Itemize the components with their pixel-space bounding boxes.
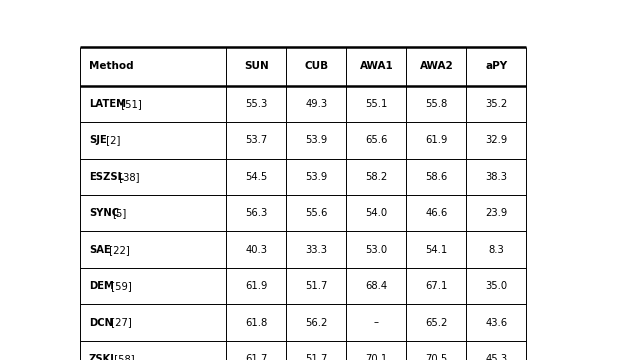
Text: 68.4: 68.4 — [365, 281, 387, 291]
Text: 8.3: 8.3 — [488, 245, 504, 255]
Text: SJE: SJE — [89, 135, 107, 145]
Text: –: – — [374, 318, 379, 328]
Text: 54.5: 54.5 — [245, 172, 268, 182]
Text: [59]: [59] — [108, 281, 132, 291]
Text: 61.8: 61.8 — [245, 318, 268, 328]
Text: 43.6: 43.6 — [485, 318, 508, 328]
Text: aPY: aPY — [485, 62, 508, 72]
Text: LATEM: LATEM — [89, 99, 126, 109]
Text: 65.2: 65.2 — [425, 318, 447, 328]
Text: 51.7: 51.7 — [305, 354, 328, 360]
Text: 33.3: 33.3 — [305, 245, 327, 255]
Text: AWA2: AWA2 — [419, 62, 453, 72]
Text: SYNC: SYNC — [89, 208, 119, 218]
Text: 65.6: 65.6 — [365, 135, 388, 145]
Text: 32.9: 32.9 — [485, 135, 508, 145]
Text: 40.3: 40.3 — [245, 245, 268, 255]
Text: DEM: DEM — [89, 281, 114, 291]
Text: 61.9: 61.9 — [425, 135, 447, 145]
Text: ZSKL: ZSKL — [89, 354, 118, 360]
Text: 45.3: 45.3 — [485, 354, 508, 360]
Text: CUB: CUB — [304, 62, 328, 72]
Text: 49.3: 49.3 — [305, 99, 328, 109]
Text: 23.9: 23.9 — [485, 208, 508, 218]
Text: 67.1: 67.1 — [425, 281, 447, 291]
Text: SAE: SAE — [89, 245, 111, 255]
Text: 58.6: 58.6 — [425, 172, 447, 182]
Text: [38]: [38] — [116, 172, 140, 182]
Text: [2]: [2] — [102, 135, 120, 145]
Text: SUN: SUN — [244, 62, 269, 72]
Text: 35.2: 35.2 — [485, 99, 508, 109]
Text: 56.2: 56.2 — [305, 318, 328, 328]
Text: 61.7: 61.7 — [245, 354, 268, 360]
Text: 54.1: 54.1 — [425, 245, 447, 255]
Text: 61.9: 61.9 — [245, 281, 268, 291]
Text: 53.9: 53.9 — [305, 172, 328, 182]
Text: 53.7: 53.7 — [245, 135, 268, 145]
Text: DCN: DCN — [89, 318, 113, 328]
Text: ESZSL: ESZSL — [89, 172, 124, 182]
Text: 70.5: 70.5 — [425, 354, 447, 360]
Text: AWA1: AWA1 — [360, 62, 393, 72]
Text: [22]: [22] — [106, 245, 129, 255]
Text: 38.3: 38.3 — [485, 172, 508, 182]
Text: 55.6: 55.6 — [305, 208, 328, 218]
Text: 51.7: 51.7 — [305, 281, 328, 291]
Text: 55.3: 55.3 — [245, 99, 268, 109]
Text: 53.0: 53.0 — [365, 245, 387, 255]
Text: [27]: [27] — [108, 318, 131, 328]
Text: 55.8: 55.8 — [425, 99, 447, 109]
Text: 58.2: 58.2 — [365, 172, 387, 182]
Text: Method: Method — [89, 62, 134, 72]
Text: [5]: [5] — [112, 208, 127, 218]
Text: 46.6: 46.6 — [425, 208, 447, 218]
Text: 55.1: 55.1 — [365, 99, 388, 109]
Text: 54.0: 54.0 — [365, 208, 387, 218]
Text: 56.3: 56.3 — [245, 208, 268, 218]
Text: [58]: [58] — [111, 354, 135, 360]
Text: 35.0: 35.0 — [485, 281, 508, 291]
Text: 53.9: 53.9 — [305, 135, 328, 145]
Text: [51]: [51] — [118, 99, 141, 109]
Text: 70.1: 70.1 — [365, 354, 387, 360]
